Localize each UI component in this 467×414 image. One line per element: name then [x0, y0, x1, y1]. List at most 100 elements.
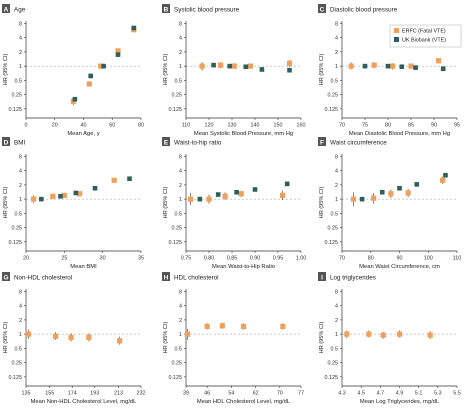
erfc-point [50, 193, 56, 199]
y-tick-label: 1 [179, 332, 182, 338]
y-tick-label: 2 [179, 318, 182, 324]
y-tick-label: 0.25 [172, 226, 183, 232]
y-tick-label: 0.25 [328, 361, 339, 367]
x-tick-label: 0.90 [250, 256, 261, 262]
erfc-point [111, 177, 117, 183]
y-tick-label: 2 [179, 50, 182, 56]
ukb-point [215, 192, 221, 197]
ukb-point [284, 181, 290, 187]
panel-title: Non-HDL cholesterol [14, 274, 72, 281]
x-axis-label: Mean Waist-to-Hip Ratio [212, 264, 275, 270]
y-tick-label: 0.5 [175, 78, 183, 84]
panel-letter-box [2, 137, 10, 146]
ukb-point [131, 25, 137, 31]
y-tick-label: 0.25 [12, 93, 23, 99]
ukb-point [211, 62, 216, 68]
x-tick-label: 232 [137, 391, 146, 397]
y-tick-label: 8 [335, 289, 338, 295]
y-tick-label: 8 [335, 154, 338, 160]
panel-title: Waist-to-hip ratio [174, 139, 222, 146]
legend-label: ERFC (Fatal VTE) [402, 29, 446, 35]
panel-letter: I [321, 274, 323, 281]
y-tick-label: 4 [179, 36, 182, 42]
erfc-point [231, 63, 237, 69]
y-tick-label: 2 [19, 183, 22, 189]
ukb-point [39, 196, 44, 202]
y-axis-label: HR (95% CI) [163, 187, 169, 219]
x-tick-label: 160 [297, 123, 306, 129]
panel-title: HDL cholesterol [174, 274, 219, 281]
erfc-point [371, 195, 377, 201]
erfc-point [390, 63, 396, 69]
y-tick-label: 4 [19, 169, 22, 175]
y-tick-label: 2 [19, 50, 22, 56]
x-tick-label: 5.5 [453, 391, 461, 397]
panel-letter: A [4, 6, 9, 13]
x-tick-label: 39 [183, 391, 189, 397]
ukb-point [197, 196, 203, 202]
x-tick-label: 35 [138, 256, 144, 262]
x-tick-label: 46 [204, 391, 210, 397]
x-tick-label: 150 [274, 123, 283, 129]
ukb-point [259, 67, 265, 72]
y-tick-label: 0.5 [331, 346, 339, 352]
y-tick-label: 0.25 [12, 361, 23, 367]
legend-label: UK Biobank (VTE) [402, 38, 446, 44]
x-axis-label: Mean Diastolic Blood Pressure, mm Hg [349, 131, 450, 137]
y-tick-label: 0.5 [15, 78, 23, 84]
y-tick-label: 0.125 [325, 240, 339, 246]
y-axis-label: HR (95% CI) [3, 54, 9, 86]
erfc-point [388, 191, 394, 197]
y-tick-label: 0.125 [325, 107, 339, 113]
y-tick-label: 0.25 [328, 226, 339, 232]
x-tick-label: 77 [298, 391, 304, 397]
y-tick-label: 1 [19, 64, 22, 70]
y-tick-label: 4 [335, 36, 338, 42]
y-tick-label: 4 [179, 169, 182, 175]
x-tick-label: 75 [362, 123, 368, 129]
y-tick-label: 0.125 [325, 375, 339, 381]
panel-letter: D [4, 139, 9, 146]
erfc-point [77, 191, 83, 197]
ukb-point [227, 63, 232, 69]
erfc-point [31, 196, 37, 202]
erfc-point [219, 323, 225, 329]
x-tick-label: 0.75 [181, 256, 192, 262]
panel-title: Diastolic blood pressure [330, 6, 398, 13]
y-tick-label: 4 [335, 304, 338, 310]
erfc-point [217, 62, 224, 68]
y-tick-label: 0.5 [15, 346, 23, 352]
erfc-point [68, 334, 74, 341]
x-tick-label: 4.7 [377, 391, 385, 397]
erfc-point [204, 323, 210, 330]
x-tick-label: 40 [81, 123, 87, 129]
x-tick-label: 54 [228, 391, 234, 397]
y-tick-label: 0.5 [15, 211, 23, 217]
x-tick-label: 1.00 [296, 256, 307, 262]
y-axis-label: HR (95% CI) [319, 322, 325, 354]
erfc-point [280, 323, 286, 330]
ukb-point [58, 193, 63, 199]
panel-letter: B [164, 6, 169, 13]
x-axis-label: Mean Systolic Blood Pressure, mm Hg [194, 131, 293, 137]
erfc-point [427, 332, 433, 338]
x-tick-label: 4.9 [396, 391, 404, 397]
x-tick-label: 0 [25, 123, 28, 129]
erfc-point [199, 63, 205, 69]
ukb-point [72, 96, 78, 102]
x-axis-label: Mean Waist Circumference, cm [359, 264, 440, 270]
y-tick-label: 0.5 [331, 211, 339, 217]
y-tick-label: 0.5 [175, 211, 183, 217]
ukb-point [287, 67, 292, 73]
y-tick-label: 8 [179, 289, 182, 295]
x-tick-label: 70 [339, 256, 345, 262]
y-axis-label: HR (95% CI) [163, 322, 169, 354]
erfc-point [188, 196, 194, 202]
erfc-point [25, 331, 31, 337]
y-axis-label: HR (95% CI) [3, 187, 9, 219]
erfc-point [247, 63, 253, 69]
y-tick-label: 0.125 [9, 107, 23, 113]
ukb-point [88, 73, 93, 79]
panel-letter-box [2, 4, 10, 13]
ukb-point [127, 176, 132, 182]
